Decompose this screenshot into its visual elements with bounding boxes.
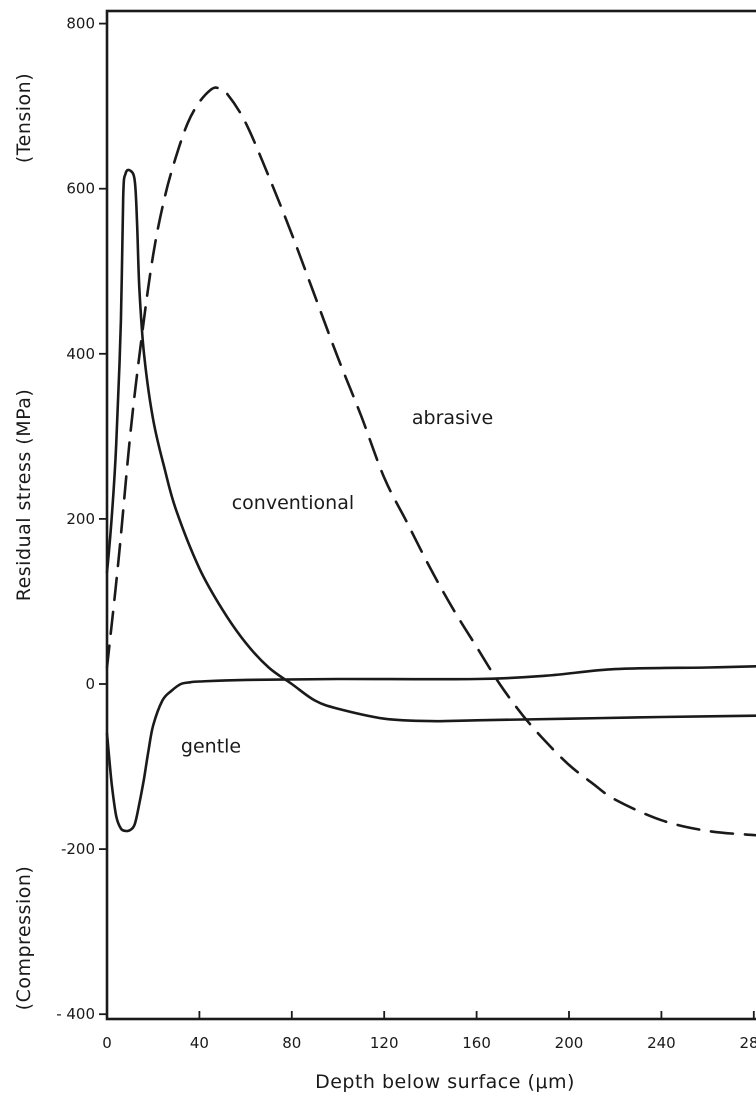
y-tick-label: 800 — [66, 15, 95, 33]
plot-frame — [105, 9, 756, 1021]
y-axis-compression-label: (Compression) — [13, 866, 35, 1011]
axis-ticks — [99, 22, 755, 1019]
x-tick-label: 40 — [190, 1034, 209, 1052]
series-abrasive-line — [105, 86, 756, 837]
x-tick-label: 280 — [739, 1034, 756, 1052]
x-tick-label: 0 — [102, 1034, 112, 1052]
x-tick-label: 240 — [647, 1034, 676, 1052]
series-gentle-line — [105, 665, 756, 833]
data-curves — [105, 86, 756, 837]
y-tick-label: 0 — [85, 675, 95, 693]
y-axis-title: Residual stress (MPa) — [13, 389, 35, 602]
x-tick-label: 80 — [282, 1034, 301, 1052]
x-tick-label: 120 — [370, 1034, 399, 1052]
annotation-conventional: conventional — [232, 492, 354, 514]
y-tick-label: 200 — [66, 510, 95, 528]
y-tick-label: 400 — [66, 345, 95, 363]
y-axis-tension-label: (Tension) — [13, 73, 35, 163]
annotation-gentle: gentle — [181, 736, 241, 758]
x-tick-label: 200 — [555, 1034, 584, 1052]
y-tick-label: 600 — [66, 180, 95, 198]
x-axis-title: Depth below surface (μm) — [315, 1071, 575, 1093]
curve-annotations: abrasive conventional gentle — [181, 407, 493, 758]
annotation-abrasive: abrasive — [412, 407, 493, 429]
y-tick-label: - 400 — [56, 1005, 95, 1023]
y-tick-label: -200 — [61, 840, 95, 858]
x-tick-label: 160 — [462, 1034, 491, 1052]
axis-tick-labels: 0 40 80 120 160 200 240 280 800 600 400 200 0 -200 - 4… — [56, 15, 756, 1052]
series-conventional-line — [105, 168, 756, 723]
